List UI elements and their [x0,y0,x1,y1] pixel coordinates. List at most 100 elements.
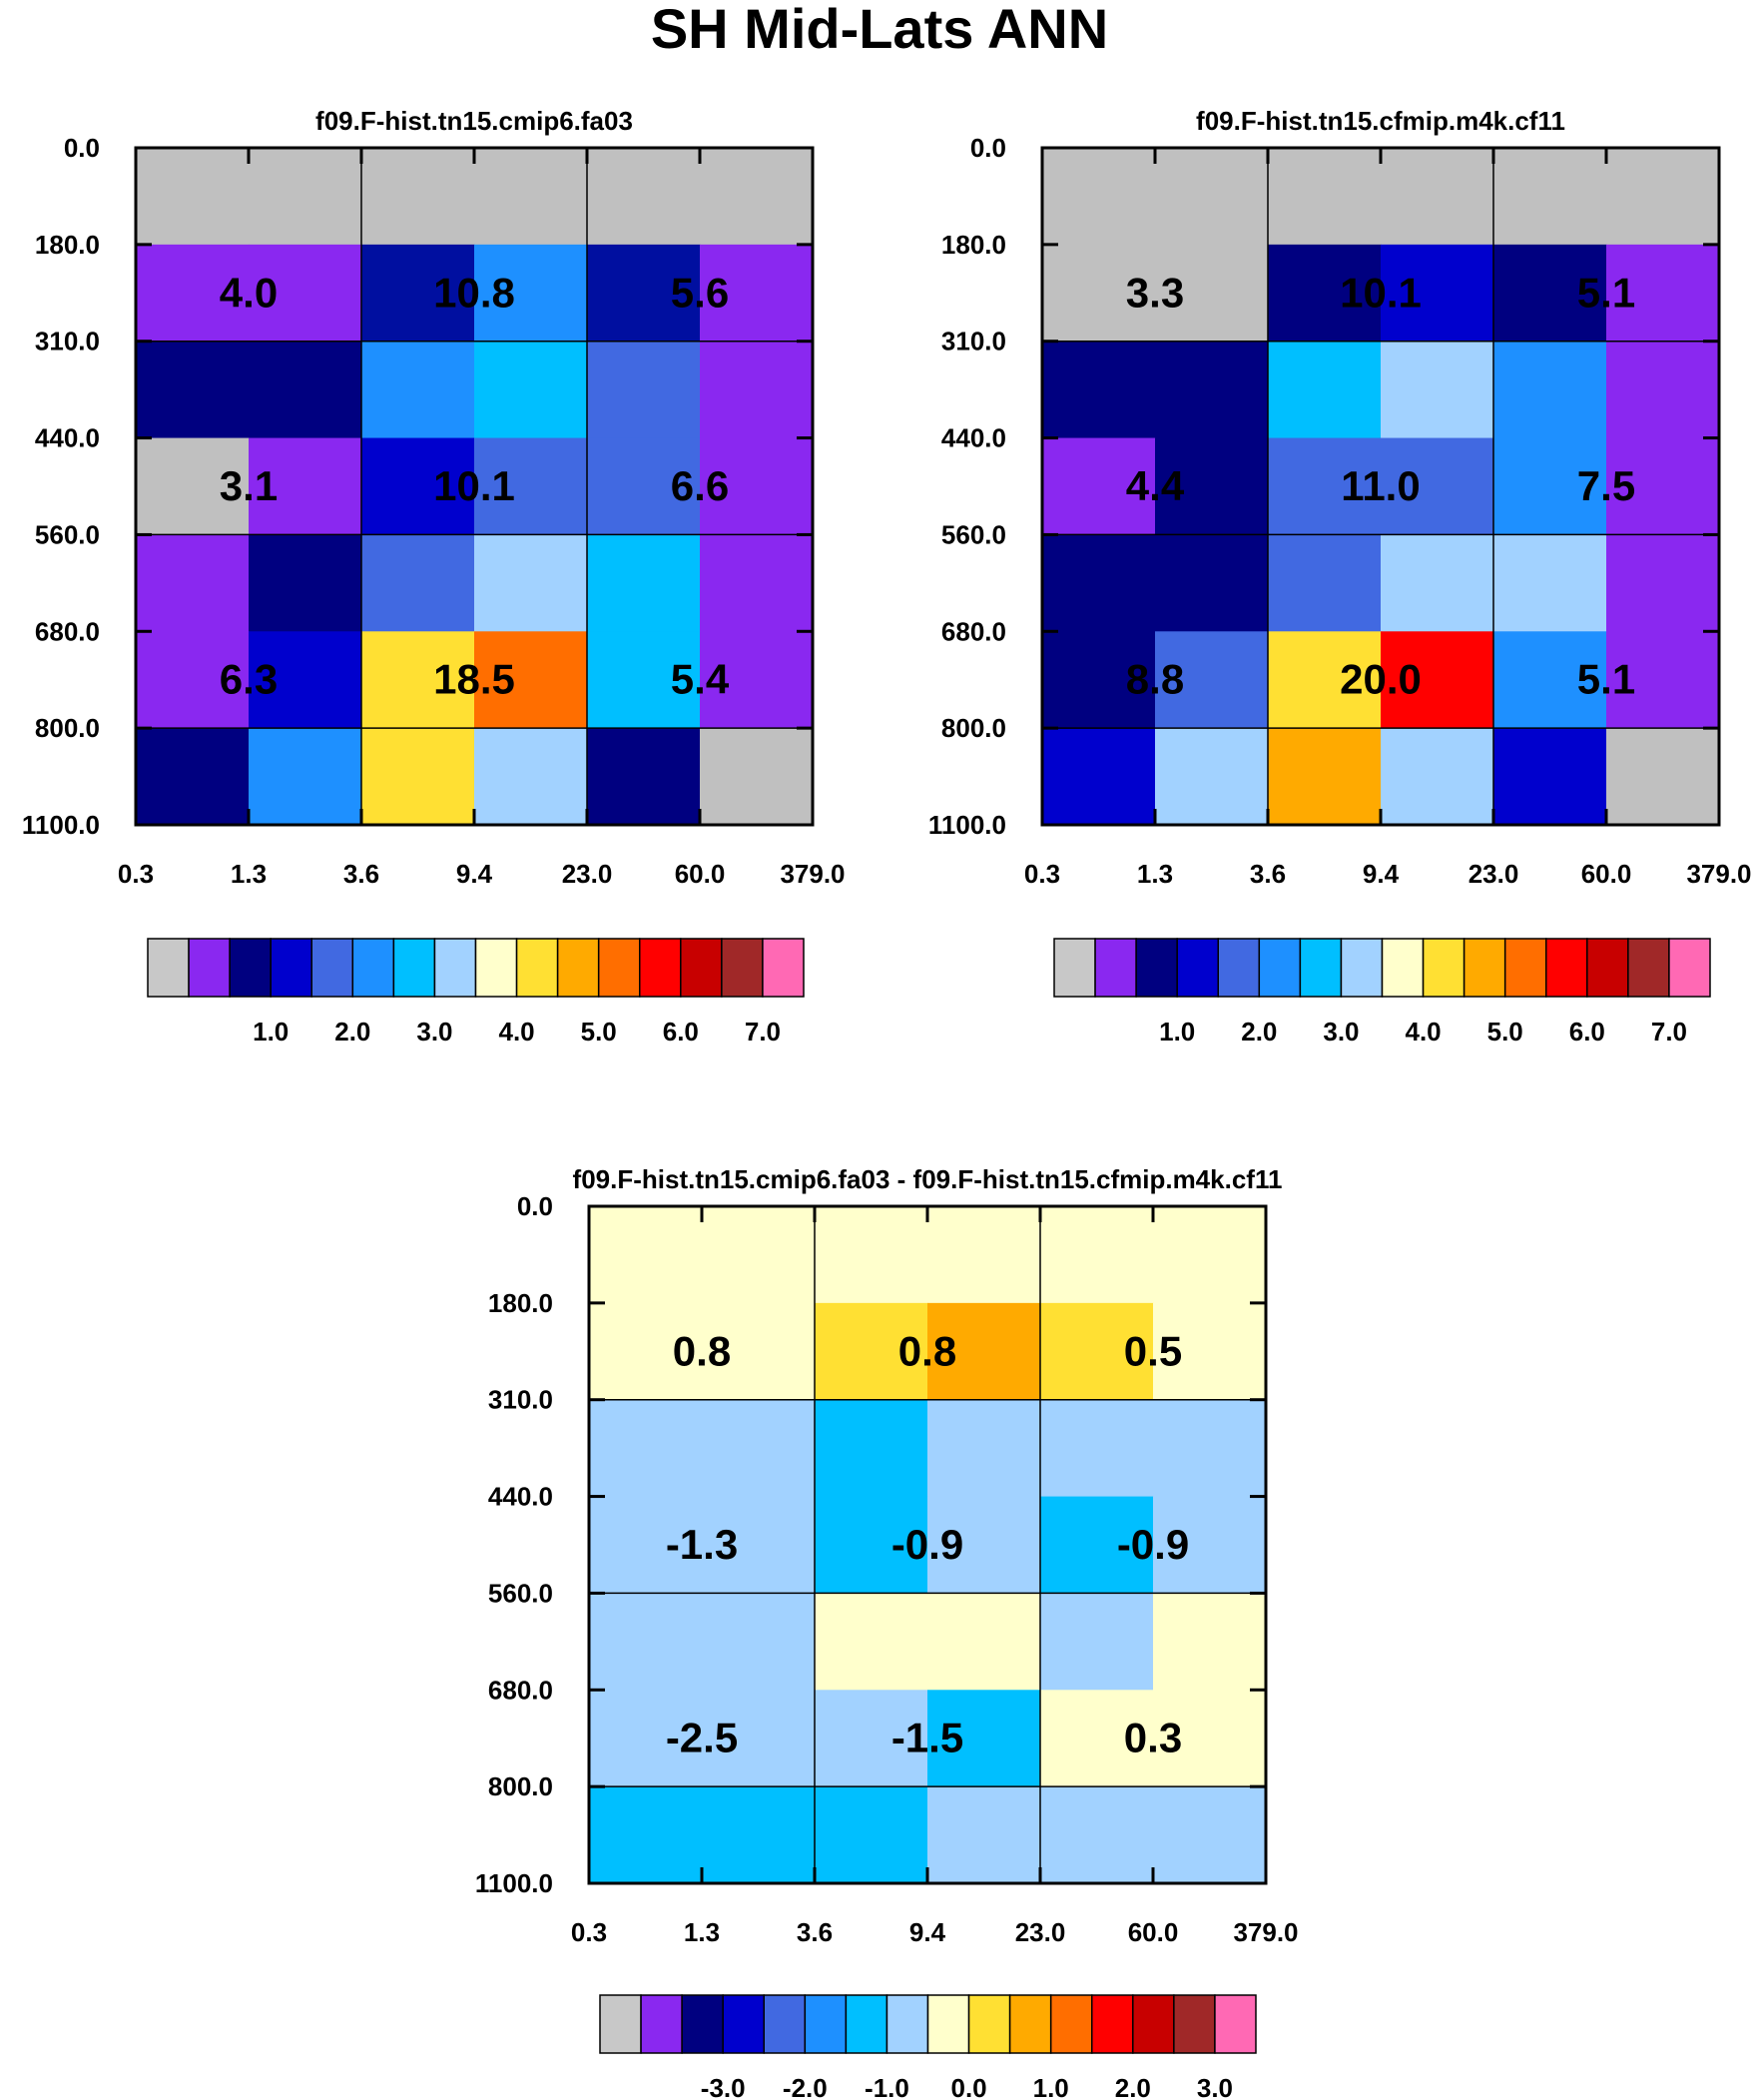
colorbar-box [1214,1994,1257,2054]
x-tick-label: 1.3 [1137,859,1173,889]
y-tick-label: 0.0 [970,133,1006,163]
heatmap-cell [474,437,588,535]
heatmap-cell [1040,1496,1154,1594]
colorbar-box [1173,1994,1216,2054]
y-tick-label: 310.0 [488,1385,553,1415]
colorbar-box [556,938,600,998]
panel-3: f09.F-hist.tn15.cmip6.fa03 - f09.F-hist.… [475,1164,1299,2100]
heatmap-cell [136,148,250,246]
heatmap-cell [815,1593,928,1691]
x-tick-label: 23.0 [1015,1917,1066,1947]
colorbar-box [392,938,436,998]
y-tick-label: 1100.0 [928,810,1006,840]
colorbar-box [597,938,641,998]
colorbar-box [804,1994,848,2054]
group-total-label: 3.3 [1126,269,1184,316]
heatmap-cell [702,1206,816,1304]
heatmap-cell [1268,148,1382,246]
colorbar-label: 4.0 [498,1017,534,1047]
group-total-label: -1.3 [666,1521,738,1568]
heatmap-cell [927,1399,1041,1498]
heatmap-cell [1040,1786,1154,1884]
heatmap-cell [1493,728,1607,826]
heatmap-cell [927,1496,1041,1594]
heatmap-cell [589,1399,703,1498]
x-tick-label: 379.0 [1686,859,1751,889]
x-tick-label: 9.4 [456,859,493,889]
x-tick-label: 3.6 [343,859,379,889]
colorbar-box [763,1994,807,2054]
heatmap-cell [1493,148,1607,246]
heatmap-cell [927,1206,1041,1304]
group-total-label: 5.4 [671,656,730,703]
colorbar-label: -2.0 [783,2073,828,2100]
colorbar-label: 2.0 [1115,2073,1151,2100]
colorbar-box [1422,938,1466,998]
heatmap-cell [589,1206,703,1304]
colorbar-box [721,938,764,998]
figure-title: SH Mid-Lats ANN [651,0,1108,60]
heatmap-cell [136,534,250,632]
heatmap-cell [1381,728,1494,826]
colorbar-label: 7.0 [745,1017,781,1047]
heatmap-cell [927,1786,1041,1884]
heatmap-cell [1040,1593,1154,1691]
colorbar-box [639,938,682,998]
colorbar-label: 1.0 [253,1017,289,1047]
colorbar-box [1176,938,1219,998]
heatmap-cell [361,631,475,729]
heatmap-cell [700,148,814,246]
panel-1: f09.F-hist.tn15.cmip6.fa03 0.0 180.0 310.0 4… [22,106,846,1047]
heatmap-cell [1606,631,1720,729]
heatmap-cell [1381,148,1494,246]
heatmap-cell [1042,244,1156,343]
colorbar-box [967,1994,1011,2054]
heatmap-cell [1155,341,1269,439]
heatmap-cell [136,244,250,343]
x-tick-label: 60.0 [1581,859,1632,889]
heatmap-cell [1381,534,1494,632]
heatmap-cell [1042,437,1156,535]
y-tick-label: 0.0 [64,133,100,163]
x-tick-label: 0.3 [118,859,154,889]
colorbar-box [351,938,395,998]
y-tick-label: 560.0 [941,519,1006,549]
colorbar-label: 3.0 [1323,1017,1359,1047]
colorbar-box [681,1994,724,2054]
heatmap-cell [361,148,475,246]
heatmap-cell [702,1496,816,1594]
heatmap-cell [1155,631,1269,729]
heatmap-cell [1155,244,1269,343]
heatmap-cell [1153,1206,1267,1304]
x-tick-label: 9.4 [909,1917,946,1947]
heatmap-cell [361,728,475,826]
colorbar-box [1627,938,1670,998]
heatmap-cell [1381,341,1494,439]
heatmap-cell [1268,534,1382,632]
heatmap-cell [1040,1690,1154,1787]
heatmap-cell [1268,631,1382,729]
group-total-label: 0.8 [898,1327,956,1374]
heatmap-cell [587,728,701,826]
colorbar-box [433,938,477,998]
heatmap-cell [474,148,588,246]
colorbar-label: -3.0 [701,2073,746,2100]
group-total-label: 0.8 [673,1327,731,1374]
heatmap-cell [1381,631,1494,729]
heatmap-cell [587,437,701,535]
heatmap-cell [361,437,475,535]
heatmap-cell [474,728,588,826]
heatmap-cell [1493,534,1607,632]
heatmap-cell [249,534,362,632]
heatmap-cell [1153,1690,1267,1787]
panels: f09.F-hist.tn15.cmip6.fa03 0.0 180.0 310.0 4… [22,106,1752,2100]
colorbar-box [474,938,518,998]
heatmap-cell [1155,534,1269,632]
heatmap-cell [361,244,475,343]
heatmap-cell [702,1593,816,1691]
heatmap-cell [1042,728,1156,826]
heatmap-cell [1268,728,1382,826]
heatmap-cell [1153,1593,1267,1691]
group-total-label: 0.5 [1124,1327,1182,1374]
